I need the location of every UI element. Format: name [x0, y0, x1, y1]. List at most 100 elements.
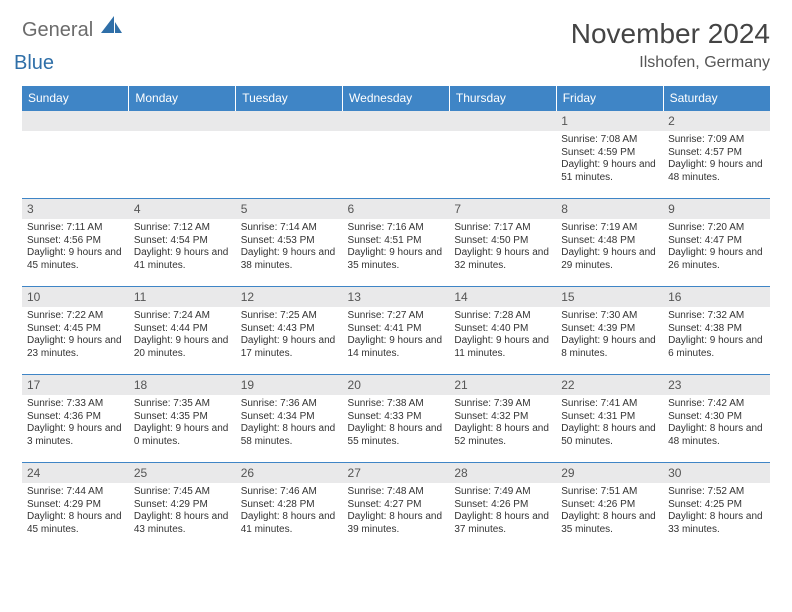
day-details: Sunrise: 7:41 AMSunset: 4:31 PMDaylight:… — [556, 395, 663, 451]
weekday-header: Monday — [129, 86, 236, 111]
calendar-day-cell — [236, 111, 343, 199]
day-details: Sunrise: 7:27 AMSunset: 4:41 PMDaylight:… — [343, 307, 450, 363]
day-details: Sunrise: 7:52 AMSunset: 4:25 PMDaylight:… — [663, 483, 770, 539]
calendar-day-cell: 25Sunrise: 7:45 AMSunset: 4:29 PMDayligh… — [129, 463, 236, 551]
day-details: Sunrise: 7:20 AMSunset: 4:47 PMDaylight:… — [663, 219, 770, 275]
header: General Blue November 2024 Ilshofen, Ger… — [22, 18, 770, 72]
day-details: Sunrise: 7:12 AMSunset: 4:54 PMDaylight:… — [129, 219, 236, 275]
day-details: Sunrise: 7:24 AMSunset: 4:44 PMDaylight:… — [129, 307, 236, 363]
day-number: 22 — [556, 375, 663, 395]
weekday-header: Tuesday — [236, 86, 343, 111]
day-number: 23 — [663, 375, 770, 395]
day-details: Sunrise: 7:28 AMSunset: 4:40 PMDaylight:… — [449, 307, 556, 363]
calendar-day-cell — [129, 111, 236, 199]
day-number: 21 — [449, 375, 556, 395]
day-details: Sunrise: 7:16 AMSunset: 4:51 PMDaylight:… — [343, 219, 450, 275]
calendar-week-row: 3Sunrise: 7:11 AMSunset: 4:56 PMDaylight… — [22, 199, 770, 287]
calendar-day-cell: 28Sunrise: 7:49 AMSunset: 4:26 PMDayligh… — [449, 463, 556, 551]
day-details: Sunrise: 7:19 AMSunset: 4:48 PMDaylight:… — [556, 219, 663, 275]
day-number: 7 — [449, 199, 556, 219]
calendar-day-cell: 4Sunrise: 7:12 AMSunset: 4:54 PMDaylight… — [129, 199, 236, 287]
day-number: 27 — [343, 463, 450, 483]
day-number: 2 — [663, 111, 770, 131]
day-number: 4 — [129, 199, 236, 219]
day-number: 18 — [129, 375, 236, 395]
day-details: Sunrise: 7:49 AMSunset: 4:26 PMDaylight:… — [449, 483, 556, 539]
day-number: 25 — [129, 463, 236, 483]
calendar-day-cell: 21Sunrise: 7:39 AMSunset: 4:32 PMDayligh… — [449, 375, 556, 463]
day-details: Sunrise: 7:17 AMSunset: 4:50 PMDaylight:… — [449, 219, 556, 275]
day-details: Sunrise: 7:08 AMSunset: 4:59 PMDaylight:… — [556, 131, 663, 187]
calendar-week-row: 1Sunrise: 7:08 AMSunset: 4:59 PMDaylight… — [22, 111, 770, 199]
calendar-week-row: 17Sunrise: 7:33 AMSunset: 4:36 PMDayligh… — [22, 375, 770, 463]
calendar-table: SundayMondayTuesdayWednesdayThursdayFrid… — [22, 86, 770, 551]
day-details: Sunrise: 7:42 AMSunset: 4:30 PMDaylight:… — [663, 395, 770, 451]
day-number-empty — [129, 111, 236, 131]
page-title: November 2024 — [571, 18, 770, 50]
day-details: Sunrise: 7:39 AMSunset: 4:32 PMDaylight:… — [449, 395, 556, 451]
calendar-day-cell: 8Sunrise: 7:19 AMSunset: 4:48 PMDaylight… — [556, 199, 663, 287]
day-details: Sunrise: 7:32 AMSunset: 4:38 PMDaylight:… — [663, 307, 770, 363]
calendar-day-cell: 10Sunrise: 7:22 AMSunset: 4:45 PMDayligh… — [22, 287, 129, 375]
calendar-day-cell: 5Sunrise: 7:14 AMSunset: 4:53 PMDaylight… — [236, 199, 343, 287]
calendar-day-cell: 29Sunrise: 7:51 AMSunset: 4:26 PMDayligh… — [556, 463, 663, 551]
weekday-header: Friday — [556, 86, 663, 111]
day-number: 11 — [129, 287, 236, 307]
calendar-body: 1Sunrise: 7:08 AMSunset: 4:59 PMDaylight… — [22, 111, 770, 551]
weekday-header: Sunday — [22, 86, 129, 111]
calendar-day-cell: 3Sunrise: 7:11 AMSunset: 4:56 PMDaylight… — [22, 199, 129, 287]
day-number: 5 — [236, 199, 343, 219]
day-number: 26 — [236, 463, 343, 483]
brand-logo: General Blue — [22, 18, 123, 59]
day-details: Sunrise: 7:45 AMSunset: 4:29 PMDaylight:… — [129, 483, 236, 539]
day-number: 12 — [236, 287, 343, 307]
day-number: 14 — [449, 287, 556, 307]
calendar-day-cell: 6Sunrise: 7:16 AMSunset: 4:51 PMDaylight… — [343, 199, 450, 287]
day-number: 8 — [556, 199, 663, 219]
calendar-day-cell: 14Sunrise: 7:28 AMSunset: 4:40 PMDayligh… — [449, 287, 556, 375]
sail-icon — [101, 16, 123, 34]
calendar-day-cell — [22, 111, 129, 199]
day-number: 10 — [22, 287, 129, 307]
day-details: Sunrise: 7:09 AMSunset: 4:57 PMDaylight:… — [663, 131, 770, 187]
calendar-week-row: 10Sunrise: 7:22 AMSunset: 4:45 PMDayligh… — [22, 287, 770, 375]
day-details: Sunrise: 7:46 AMSunset: 4:28 PMDaylight:… — [236, 483, 343, 539]
calendar-day-cell — [343, 111, 450, 199]
day-details: Sunrise: 7:48 AMSunset: 4:27 PMDaylight:… — [343, 483, 450, 539]
day-details: Sunrise: 7:38 AMSunset: 4:33 PMDaylight:… — [343, 395, 450, 451]
day-details: Sunrise: 7:14 AMSunset: 4:53 PMDaylight:… — [236, 219, 343, 275]
calendar-day-cell: 13Sunrise: 7:27 AMSunset: 4:41 PMDayligh… — [343, 287, 450, 375]
day-number-empty — [22, 111, 129, 131]
day-number: 24 — [22, 463, 129, 483]
calendar-day-cell: 7Sunrise: 7:17 AMSunset: 4:50 PMDaylight… — [449, 199, 556, 287]
calendar-day-cell: 20Sunrise: 7:38 AMSunset: 4:33 PMDayligh… — [343, 375, 450, 463]
day-details: Sunrise: 7:36 AMSunset: 4:34 PMDaylight:… — [236, 395, 343, 451]
calendar-day-cell: 9Sunrise: 7:20 AMSunset: 4:47 PMDaylight… — [663, 199, 770, 287]
calendar-day-cell: 2Sunrise: 7:09 AMSunset: 4:57 PMDaylight… — [663, 111, 770, 199]
day-number-empty — [343, 111, 450, 131]
location-label: Ilshofen, Germany — [571, 54, 770, 72]
day-details: Sunrise: 7:11 AMSunset: 4:56 PMDaylight:… — [22, 219, 129, 275]
day-details: Sunrise: 7:44 AMSunset: 4:29 PMDaylight:… — [22, 483, 129, 539]
weekday-header: Thursday — [449, 86, 556, 111]
day-details: Sunrise: 7:22 AMSunset: 4:45 PMDaylight:… — [22, 307, 129, 363]
day-number: 9 — [663, 199, 770, 219]
day-details: Sunrise: 7:30 AMSunset: 4:39 PMDaylight:… — [556, 307, 663, 363]
calendar-day-cell: 1Sunrise: 7:08 AMSunset: 4:59 PMDaylight… — [556, 111, 663, 199]
calendar-day-cell — [449, 111, 556, 199]
day-number: 3 — [22, 199, 129, 219]
calendar-day-cell: 30Sunrise: 7:52 AMSunset: 4:25 PMDayligh… — [663, 463, 770, 551]
weekday-header: Saturday — [663, 86, 770, 111]
day-details: Sunrise: 7:25 AMSunset: 4:43 PMDaylight:… — [236, 307, 343, 363]
calendar-day-cell: 26Sunrise: 7:46 AMSunset: 4:28 PMDayligh… — [236, 463, 343, 551]
calendar-day-cell: 12Sunrise: 7:25 AMSunset: 4:43 PMDayligh… — [236, 287, 343, 375]
brand-word1: General — [22, 19, 93, 41]
day-details: Sunrise: 7:33 AMSunset: 4:36 PMDaylight:… — [22, 395, 129, 451]
calendar-day-cell: 24Sunrise: 7:44 AMSunset: 4:29 PMDayligh… — [22, 463, 129, 551]
day-number: 19 — [236, 375, 343, 395]
day-number-empty — [449, 111, 556, 131]
calendar-day-cell: 17Sunrise: 7:33 AMSunset: 4:36 PMDayligh… — [22, 375, 129, 463]
day-number: 6 — [343, 199, 450, 219]
calendar-day-cell: 16Sunrise: 7:32 AMSunset: 4:38 PMDayligh… — [663, 287, 770, 375]
calendar-day-cell: 22Sunrise: 7:41 AMSunset: 4:31 PMDayligh… — [556, 375, 663, 463]
